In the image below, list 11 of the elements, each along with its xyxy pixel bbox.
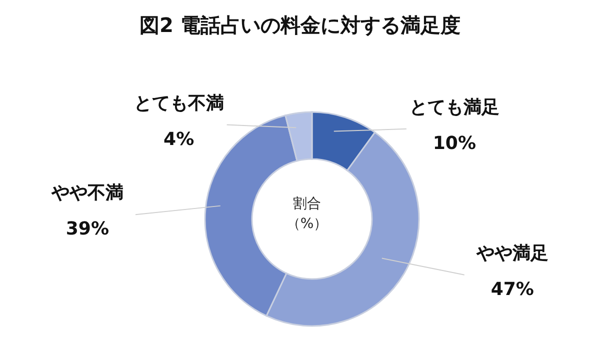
slice-label: やや満足 (475, 242, 548, 264)
chart-title: 図2 電話占いの料金に対する満足度 (140, 13, 460, 37)
text: 割合 (293, 196, 321, 212)
data-label: 10% (432, 132, 476, 154)
data-label: 39% (66, 218, 110, 240)
slice-label: やや不満 (50, 182, 124, 204)
slice-label: とても満足 (409, 96, 500, 118)
text: （%） (286, 216, 328, 232)
data-label: 47% (490, 278, 534, 300)
data-label: 4% (164, 128, 194, 150)
slice-label: とても不満 (134, 92, 224, 114)
